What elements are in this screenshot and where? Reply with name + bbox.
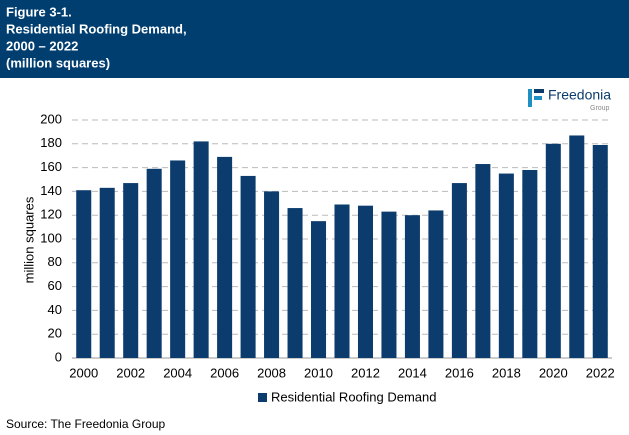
legend-swatch xyxy=(258,393,267,402)
y-tick-label: 100 xyxy=(40,230,62,245)
bar xyxy=(404,215,420,358)
x-tick-label: 2010 xyxy=(304,365,333,380)
bar xyxy=(334,204,350,358)
x-tick-label: 2022 xyxy=(586,365,615,380)
y-tick-label: 80 xyxy=(48,254,62,269)
x-tick-label: 2004 xyxy=(163,365,192,380)
y-tick-label: 60 xyxy=(48,278,62,293)
y-tick-label: 120 xyxy=(40,207,62,222)
header-line: Residential Roofing Demand, xyxy=(6,21,187,36)
logo: Freedonia Group xyxy=(528,87,611,112)
y-tick-label: 200 xyxy=(40,111,62,126)
x-tick-label: 2014 xyxy=(398,365,427,380)
bar xyxy=(264,191,280,358)
bar xyxy=(76,190,92,358)
bar xyxy=(475,164,491,358)
y-tick-label: 160 xyxy=(40,159,62,174)
bar xyxy=(287,208,303,358)
y-tick-label: 20 xyxy=(48,326,62,341)
bar xyxy=(123,183,139,358)
logo-icon xyxy=(534,89,544,93)
x-tick-label: 2000 xyxy=(69,365,98,380)
legend-label: Residential Roofing Demand xyxy=(271,389,436,404)
bar xyxy=(99,187,115,358)
bar xyxy=(498,173,514,358)
x-tick-label: 2008 xyxy=(257,365,286,380)
y-tick-label: 0 xyxy=(55,349,62,364)
header-line: Figure 3-1. xyxy=(6,4,72,19)
y-axis-label: million squares xyxy=(21,196,36,283)
header-band xyxy=(0,0,629,78)
header-line: 2000 – 2022 xyxy=(6,38,78,53)
bar xyxy=(240,175,256,358)
bar xyxy=(170,160,186,358)
bar xyxy=(146,168,162,358)
x-tick-label: 2002 xyxy=(116,365,145,380)
bar xyxy=(217,156,233,358)
source: Source: The Freedonia Group xyxy=(6,417,166,431)
y-tick-label: 180 xyxy=(40,135,62,150)
y-tick-label: 40 xyxy=(48,302,62,317)
logo-sub: Group xyxy=(590,105,610,112)
header-line: (million squares) xyxy=(6,55,110,70)
x-tick-label: 2018 xyxy=(492,365,521,380)
bar xyxy=(381,211,397,358)
logo-icon xyxy=(534,96,542,100)
bar xyxy=(193,141,209,358)
bar xyxy=(428,210,444,358)
x-tick-label: 2016 xyxy=(445,365,474,380)
bar xyxy=(451,183,467,358)
bar xyxy=(592,144,608,358)
x-tick-label: 2012 xyxy=(351,365,380,380)
x-tick-label: 2006 xyxy=(210,365,239,380)
bar xyxy=(569,135,585,358)
bar xyxy=(522,169,538,358)
bar xyxy=(357,205,373,358)
bar xyxy=(311,221,327,358)
bar xyxy=(545,143,561,358)
y-tick-label: 140 xyxy=(40,183,62,198)
x-tick-label: 2020 xyxy=(539,365,568,380)
logo-name: Freedonia xyxy=(548,87,611,103)
logo-icon xyxy=(528,89,532,107)
